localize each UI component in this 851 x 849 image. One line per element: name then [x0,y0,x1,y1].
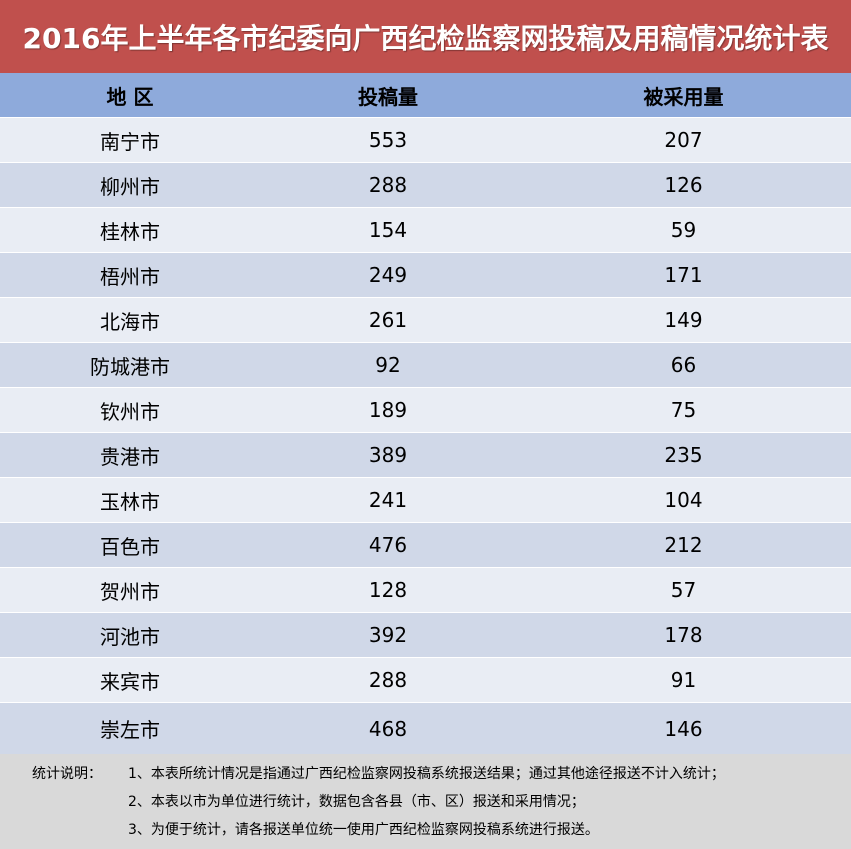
table-row: 来宾市 288 91 [0,657,851,703]
statistics-table: 地 区 投稿量 被采用量 南宁市 553 207 柳州市 288 126 桂林市 154 59 梧… [0,73,851,754]
note-line: 2、本表以市为单位进行统计，数据包含各县（市、区）报送和采用情况； [0,788,851,816]
table-row: 柳州市 288 126 [0,162,851,208]
cell-adopted: 59 [516,207,851,253]
cell-adopted: 146 [516,702,851,754]
cell-region: 钦州市 [0,387,260,433]
cell-submitted: 241 [260,477,516,523]
note-line: 统计说明： 1、本表所统计情况是指通过广西纪检监察网投稿系统报送结果；通过其他途径… [0,760,851,788]
column-header-submitted: 投稿量 [260,73,516,118]
cell-region: 南宁市 [0,117,260,163]
cell-region: 河池市 [0,612,260,658]
cell-adopted: 212 [516,522,851,568]
table-row: 百色市 476 212 [0,522,851,568]
page-title: 2016年上半年各市纪委向广西纪检监察网投稿及用稿情况统计表 [0,0,851,73]
cell-submitted: 92 [260,342,516,388]
cell-submitted: 261 [260,297,516,343]
table-row: 南宁市 553 207 [0,117,851,163]
table-row: 崇左市 468 146 [0,702,851,754]
cell-submitted: 288 [260,657,516,703]
cell-adopted: 104 [516,477,851,523]
cell-region: 北海市 [0,297,260,343]
notes-prefix: 统计说明： [32,766,102,782]
column-header-region: 地 区 [0,73,260,118]
note-text: 2、本表以市为单位进行统计，数据包含各县（市、区）报送和采用情况； [128,794,585,810]
table-row: 贵港市 389 235 [0,432,851,478]
cell-adopted: 75 [516,387,851,433]
table-body: 南宁市 553 207 柳州市 288 126 桂林市 154 59 梧州市 249 171 北海市 26… [0,117,851,754]
cell-adopted: 178 [516,612,851,658]
table-row: 北海市 261 149 [0,297,851,343]
table-row: 钦州市 189 75 [0,387,851,433]
cell-region: 玉林市 [0,477,260,523]
table-row: 贺州市 128 57 [0,567,851,613]
cell-submitted: 249 [260,252,516,298]
cell-adopted: 91 [516,657,851,703]
cell-submitted: 389 [260,432,516,478]
cell-submitted: 392 [260,612,516,658]
cell-submitted: 128 [260,567,516,613]
notes-section: 统计说明： 1、本表所统计情况是指通过广西纪检监察网投稿系统报送结果；通过其他途径… [0,754,851,849]
column-header-adopted: 被采用量 [516,73,851,118]
cell-region: 崇左市 [0,702,260,754]
note-text: 3、为便于统计，请各报送单位统一使用广西纪检监察网投稿系统进行报送。 [128,822,599,838]
cell-adopted: 207 [516,117,851,163]
cell-adopted: 235 [516,432,851,478]
cell-submitted: 154 [260,207,516,253]
cell-region: 百色市 [0,522,260,568]
cell-region: 梧州市 [0,252,260,298]
cell-adopted: 149 [516,297,851,343]
table-row: 桂林市 154 59 [0,207,851,253]
cell-adopted: 57 [516,567,851,613]
cell-adopted: 126 [516,162,851,208]
cell-submitted: 476 [260,522,516,568]
cell-submitted: 553 [260,117,516,163]
cell-region: 来宾市 [0,657,260,703]
cell-adopted: 171 [516,252,851,298]
table-row: 河池市 392 178 [0,612,851,658]
cell-submitted: 288 [260,162,516,208]
cell-submitted: 468 [260,702,516,754]
cell-region: 柳州市 [0,162,260,208]
note-line: 3、为便于统计，请各报送单位统一使用广西纪检监察网投稿系统进行报送。 [0,816,851,844]
table-row: 梧州市 249 171 [0,252,851,298]
table-row: 玉林市 241 104 [0,477,851,523]
table-row: 防城港市 92 66 [0,342,851,388]
cell-region: 贵港市 [0,432,260,478]
note-text: 1、本表所统计情况是指通过广西纪检监察网投稿系统报送结果；通过其他途径报送不计入… [128,766,725,782]
cell-region: 防城港市 [0,342,260,388]
table-header-row: 地 区 投稿量 被采用量 [0,73,851,118]
cell-adopted: 66 [516,342,851,388]
cell-submitted: 189 [260,387,516,433]
cell-region: 贺州市 [0,567,260,613]
cell-region: 桂林市 [0,207,260,253]
